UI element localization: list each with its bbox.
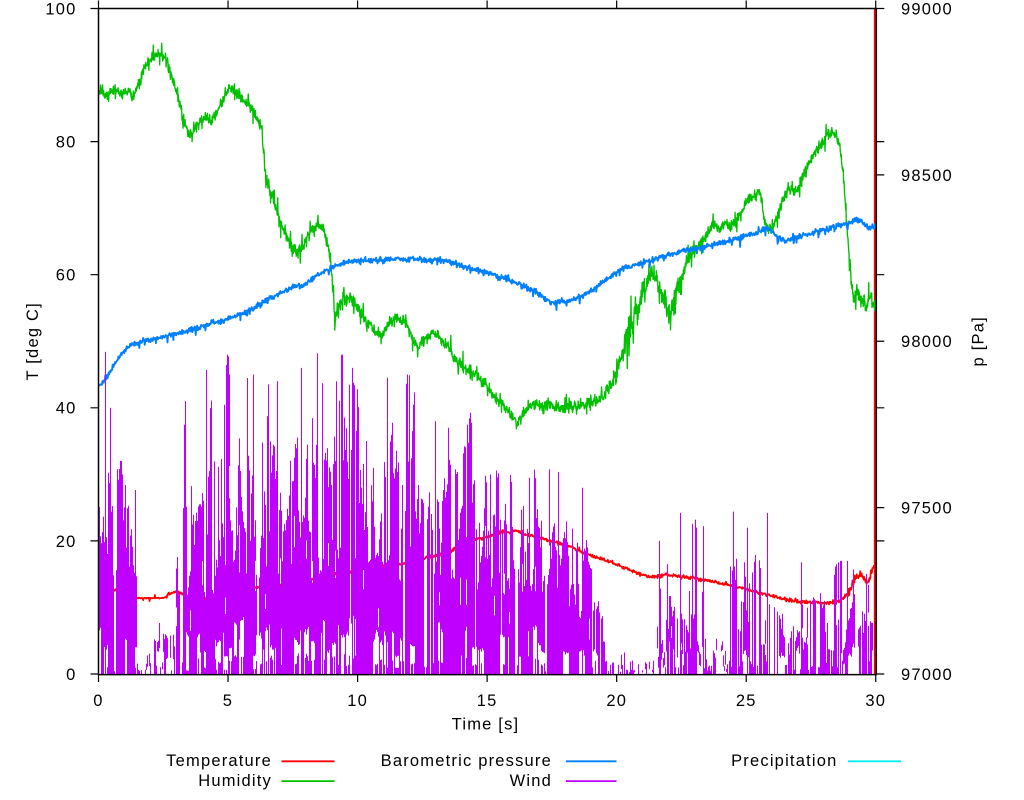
svg-text:25: 25: [736, 692, 757, 710]
svg-text:20: 20: [56, 533, 77, 551]
svg-text:Temperature: Temperature: [166, 752, 272, 770]
svg-text:20: 20: [606, 692, 627, 710]
svg-text:p [Pa]: p [Pa]: [970, 316, 988, 366]
svg-text:99000: 99000: [901, 0, 953, 18]
svg-text:97500: 97500: [901, 500, 953, 518]
svg-text:60: 60: [56, 267, 77, 285]
svg-text:15: 15: [477, 692, 498, 710]
svg-text:T [deg C]: T [deg C]: [24, 302, 42, 380]
svg-text:80: 80: [56, 134, 77, 152]
svg-text:Humidity: Humidity: [198, 772, 272, 790]
svg-text:Precipitation: Precipitation: [731, 752, 837, 770]
svg-text:5: 5: [223, 692, 233, 710]
svg-text:Barometric pressure: Barometric pressure: [381, 752, 552, 770]
svg-text:Wind: Wind: [510, 772, 552, 790]
svg-text:0: 0: [66, 666, 76, 684]
svg-text:30: 30: [865, 692, 886, 710]
svg-text:100: 100: [45, 0, 76, 18]
svg-text:97000: 97000: [901, 666, 953, 684]
svg-text:40: 40: [56, 400, 77, 418]
svg-text:Time [s]: Time [s]: [452, 716, 520, 734]
svg-text:0: 0: [93, 692, 103, 710]
svg-text:98500: 98500: [901, 167, 953, 185]
svg-text:10: 10: [347, 692, 368, 710]
svg-text:98000: 98000: [901, 333, 953, 351]
